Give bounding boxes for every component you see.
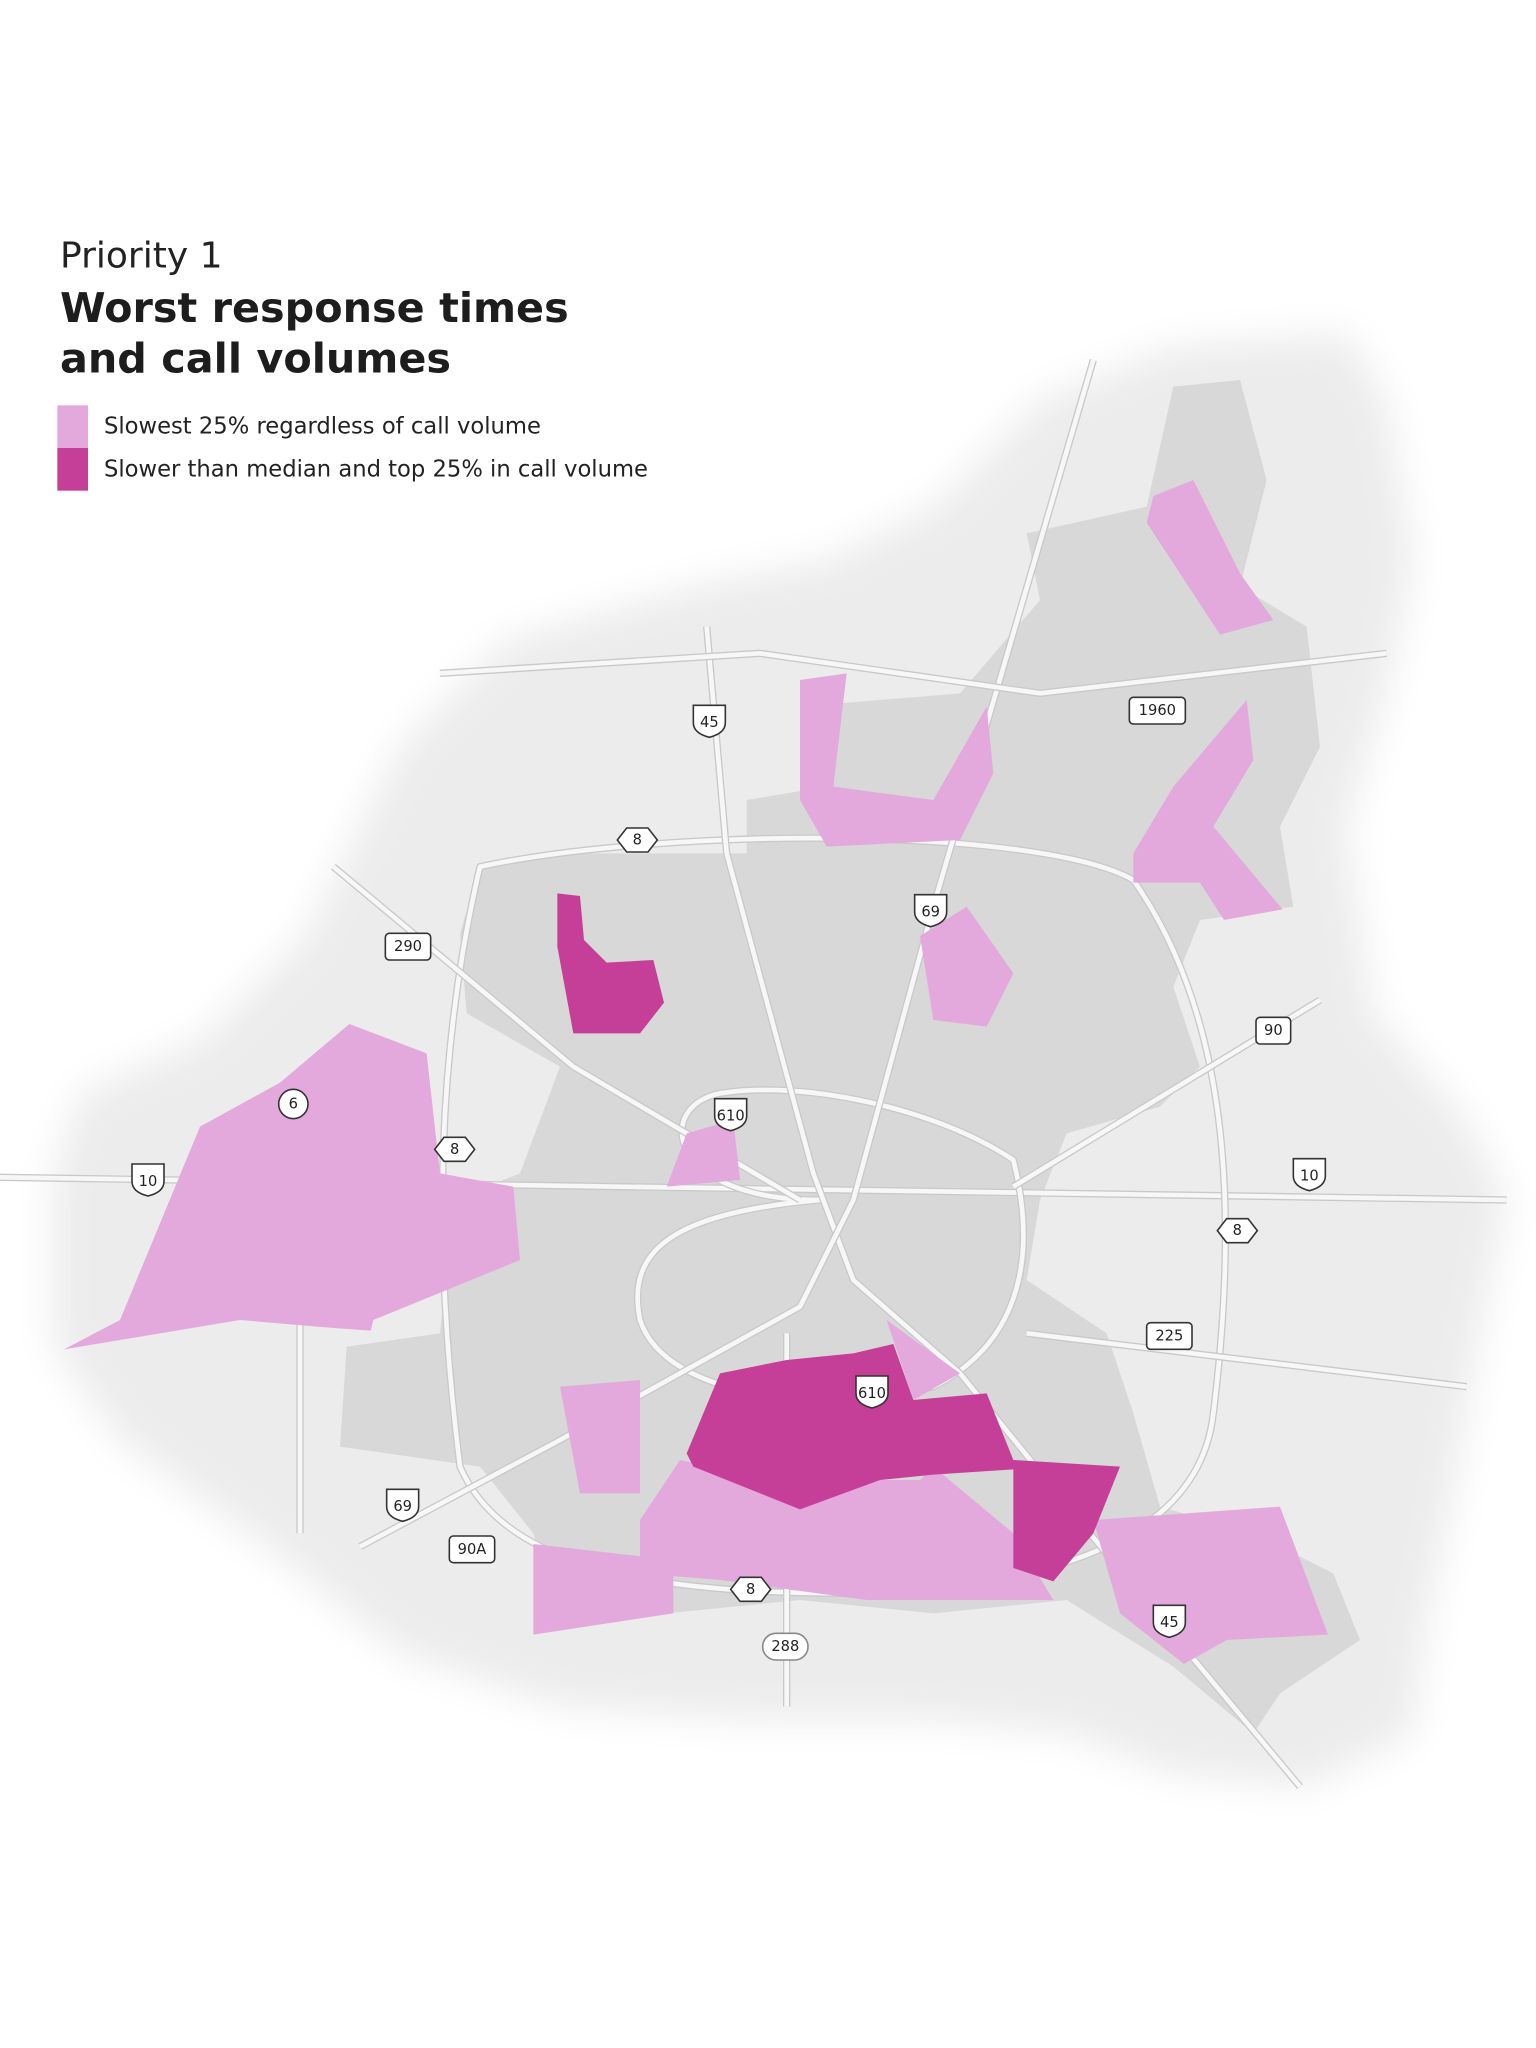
region (666, 1120, 740, 1187)
shield (1145, 1321, 1193, 1351)
shield (385, 1488, 420, 1523)
shield (713, 1097, 748, 1132)
highway-label: 225 (1155, 1328, 1183, 1345)
title-line-2: and call volumes (60, 335, 451, 383)
shield (448, 1535, 496, 1564)
shield (433, 1136, 476, 1163)
highway-label: 90A (458, 1541, 487, 1558)
kicker: Priority 1 (60, 236, 222, 277)
legend-label: Slower than median and top 25% in call v… (104, 456, 648, 482)
highway-label: 8 (633, 832, 642, 849)
region (800, 673, 994, 847)
highway-label: 45 (1160, 1614, 1179, 1631)
highway-label: 1960 (1139, 702, 1176, 719)
region (886, 1320, 960, 1400)
region (1133, 700, 1283, 920)
region (64, 1024, 520, 1350)
regions-high-volume (557, 893, 1120, 1582)
legend-swatch (57, 405, 88, 448)
highway-label: 69 (393, 1498, 412, 1515)
highway-label: 10 (1300, 1168, 1319, 1185)
legend-label: Slowest 25% regardless of call volume (104, 414, 541, 440)
highway-label: 8 (746, 1581, 755, 1598)
region (557, 893, 664, 1034)
shield (729, 1576, 772, 1603)
highway-shields: 45 1960 8 69 290 90 6 610 8 10 10 8 225 610 69 90A 8 288 4… (131, 696, 1327, 1661)
shield (1255, 1016, 1292, 1045)
region (1146, 480, 1274, 635)
shield (913, 893, 948, 928)
region (640, 1460, 1054, 1600)
shield (277, 1088, 309, 1120)
highway-label: 610 (858, 1385, 886, 1402)
title-line-1: Worst response times (60, 284, 569, 332)
highway-label: 45 (700, 714, 719, 731)
shield (692, 704, 727, 739)
shield (1216, 1217, 1259, 1244)
shield (616, 827, 659, 853)
shield (1292, 1157, 1327, 1192)
highway-label: 10 (139, 1173, 158, 1190)
highway-label: 290 (394, 938, 422, 955)
highway-label: 8 (450, 1141, 459, 1158)
shield (855, 1375, 889, 1409)
highway-label: 69 (921, 904, 940, 921)
region (533, 1544, 674, 1635)
region (1093, 1506, 1328, 1664)
highway-label: 6 (289, 1096, 298, 1113)
shield (131, 1163, 165, 1197)
highway-label: 90 (1264, 1022, 1283, 1039)
shield (384, 932, 432, 961)
shield (1128, 696, 1187, 725)
highway-label: 8 (1233, 1222, 1242, 1239)
region (560, 1380, 640, 1494)
highway-label: 610 (717, 1108, 745, 1125)
shield (761, 1632, 809, 1661)
title-bold: Worst (60, 284, 197, 332)
region (686, 1344, 1120, 1582)
regions-slowest (64, 480, 1328, 1664)
title-rest: response times (197, 284, 568, 332)
highway-label: 288 (771, 1638, 799, 1655)
region (920, 906, 1014, 1027)
shield (1152, 1604, 1187, 1639)
legend-swatch (57, 448, 88, 491)
